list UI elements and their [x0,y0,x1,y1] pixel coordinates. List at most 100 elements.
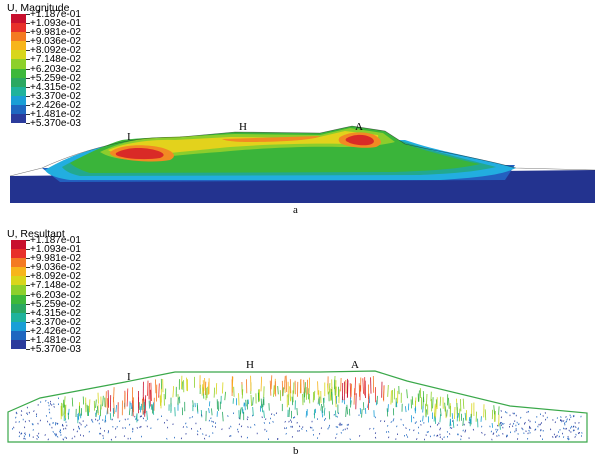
displacement-vector [285,375,288,393]
displacement-vector [489,425,491,428]
displacement-vector [340,424,342,426]
displacement-vector [285,427,288,429]
displacement-vector [434,403,436,417]
point-label-i: I [127,371,131,383]
displacement-vector [115,404,117,413]
legend-label: +4.315e-02 [30,81,81,93]
legend-tick [26,258,30,260]
displacement-vector [481,431,483,434]
displacement-vector [63,404,65,416]
legend-label: +9.981e-02 [30,253,81,265]
displacement-vector [493,405,495,415]
legend-label: +9.981e-02 [30,27,81,39]
displacement-vector [263,410,265,418]
displacement-vector [539,423,541,426]
displacement-vector [499,423,501,430]
legend-swatch [11,249,26,259]
displacement-vector [196,433,199,436]
displacement-vector [309,426,312,429]
legend-swatch [11,321,26,331]
displacement-vector [463,423,465,426]
displacement-vector [522,428,524,431]
displacement-vector [440,408,442,417]
displacement-vector [180,437,183,440]
legend-swatch [11,285,26,295]
displacement-vector [44,434,46,436]
displacement-vector [544,418,547,421]
displacement-vector [102,395,104,407]
displacement-vector [304,387,306,398]
displacement-vector [354,377,356,395]
displacement-vector [55,434,57,437]
displacement-vector [484,433,486,436]
legend-swatch [11,276,26,286]
displacement-vector [515,429,517,432]
displacement-vector [72,428,75,431]
legend-swatch [11,59,26,69]
displacement-vector [139,415,142,418]
displacement-vector [457,413,459,418]
displacement-vector [95,409,98,418]
displacement-vector [95,399,97,408]
displacement-vector [320,403,322,411]
displacement-vector [468,421,470,424]
displacement-vector [240,425,243,428]
displacement-vector [519,416,522,419]
displacement-vector [246,418,249,421]
displacement-vector [418,390,420,402]
displacement-vector [202,380,205,394]
displacement-vector [556,434,558,437]
displacement-vector [413,416,415,419]
displacement-vector [252,397,254,406]
displacement-vector [260,376,262,392]
legend-tick [26,77,30,79]
displacement-vector [512,422,515,425]
displacement-vector [374,432,377,435]
displacement-vector [257,392,260,402]
model-outline [7,370,588,443]
displacement-vector [76,430,78,433]
legend-swatch [11,86,26,96]
displacement-vector [387,404,389,413]
displacement-vector [20,410,23,412]
displacement-vector [203,437,206,440]
displacement-vector [273,385,275,397]
displacement-vector [177,397,179,405]
displacement-vector [452,419,455,428]
displacement-vector [575,433,577,436]
displacement-vector [152,402,154,411]
legend-tick [26,32,30,34]
displacement-vector [241,384,243,396]
displacement-vector [406,434,408,436]
displacement-vector [282,387,284,397]
displacement-vector [458,408,461,422]
displacement-vector [18,435,21,438]
displacement-vector [52,430,54,433]
legend-title: U, Resultant [7,228,65,240]
displacement-vector [126,388,129,407]
displacement-vector [56,422,58,425]
caption-a: a [293,204,298,216]
displacement-vector [244,403,246,411]
point-label-a: A [355,121,363,133]
displacement-vector [528,426,531,429]
displacement-vector [335,394,337,408]
displacement-vector [158,383,160,398]
displacement-vector [498,434,500,437]
displacement-vectors [12,375,583,441]
displacement-vector [437,434,439,437]
displacement-vector [436,423,439,426]
displacement-vector [429,425,432,428]
legend-tick [26,285,30,287]
displacement-vector [457,433,459,436]
displacement-vector [312,391,315,403]
displacement-vector [100,404,102,417]
displacement-vector [498,406,500,415]
displacement-vector [388,430,390,433]
legend-swatch [11,68,26,78]
displacement-vector [524,421,526,424]
displacement-vector [323,407,326,416]
legend-swatch [11,294,26,304]
displacement-vector [288,407,290,418]
displacement-vector [413,429,415,432]
